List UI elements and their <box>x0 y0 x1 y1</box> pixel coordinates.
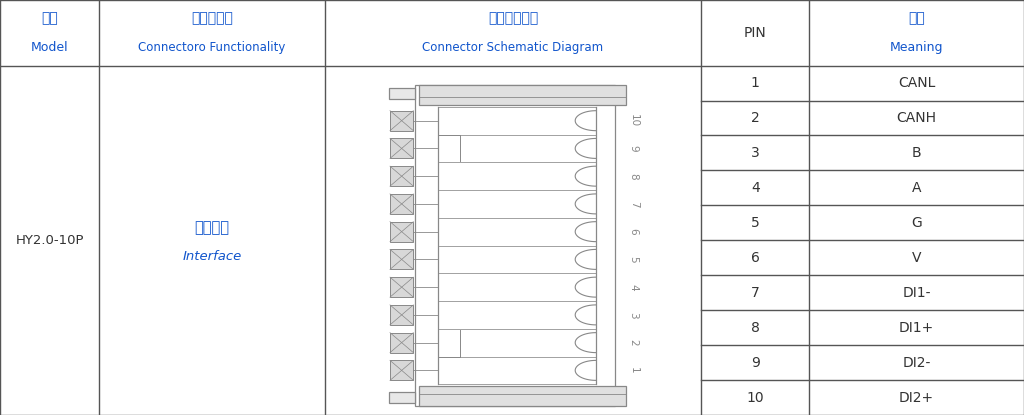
Text: 8: 8 <box>629 173 639 179</box>
Text: 7: 7 <box>629 200 639 207</box>
Text: 10: 10 <box>629 114 639 127</box>
Bar <box>390 249 414 269</box>
Text: 型号: 型号 <box>41 11 58 25</box>
Text: CANH: CANH <box>896 111 937 125</box>
Text: 6: 6 <box>751 251 760 265</box>
Text: 接插件示意图: 接插件示意图 <box>487 11 539 25</box>
Text: 含义: 含义 <box>908 11 925 25</box>
Text: DI2-: DI2- <box>902 356 931 370</box>
Bar <box>390 194 414 214</box>
Text: 3: 3 <box>629 312 639 318</box>
Text: Meaning: Meaning <box>890 42 943 54</box>
Text: Model: Model <box>31 42 69 54</box>
Bar <box>390 222 414 242</box>
Text: 2: 2 <box>629 339 639 346</box>
Text: 2: 2 <box>751 111 760 125</box>
Bar <box>390 166 414 186</box>
Bar <box>390 277 414 297</box>
Text: Connector Schematic Diagram: Connector Schematic Diagram <box>423 42 603 54</box>
Text: 9: 9 <box>751 356 760 370</box>
Bar <box>389 88 415 99</box>
Text: 1: 1 <box>629 367 639 374</box>
Text: DI1-: DI1- <box>902 286 931 300</box>
Bar <box>390 333 414 353</box>
Text: CANL: CANL <box>898 76 935 90</box>
Text: 8: 8 <box>751 321 760 334</box>
Bar <box>390 360 414 381</box>
Text: DI1+: DI1+ <box>899 321 934 334</box>
Text: 通讯接口: 通讯接口 <box>195 220 229 235</box>
Text: G: G <box>911 216 922 230</box>
Text: V: V <box>911 251 922 265</box>
Text: 5: 5 <box>751 216 760 230</box>
Text: 5: 5 <box>629 256 639 263</box>
Text: B: B <box>911 146 922 160</box>
Text: 4: 4 <box>751 181 760 195</box>
Text: 接插件功能: 接插件功能 <box>191 11 232 25</box>
Bar <box>390 305 414 325</box>
Bar <box>419 85 626 105</box>
Text: 1: 1 <box>751 76 760 90</box>
Text: 4: 4 <box>629 284 639 290</box>
Text: Interface: Interface <box>182 250 242 264</box>
Text: 9: 9 <box>629 145 639 152</box>
Text: 10: 10 <box>746 391 764 405</box>
Bar <box>389 392 415 403</box>
Text: 7: 7 <box>751 286 760 300</box>
Text: A: A <box>911 181 922 195</box>
Text: 6: 6 <box>629 228 639 235</box>
Bar <box>415 85 614 406</box>
Text: HY2.0-10P: HY2.0-10P <box>15 234 84 247</box>
Bar <box>390 111 414 131</box>
Text: Connectoro Functionality: Connectoro Functionality <box>138 42 286 54</box>
Text: DI2+: DI2+ <box>899 391 934 405</box>
Bar <box>419 386 626 406</box>
Text: PIN: PIN <box>743 26 767 40</box>
Text: 3: 3 <box>751 146 760 160</box>
Bar <box>390 139 414 159</box>
